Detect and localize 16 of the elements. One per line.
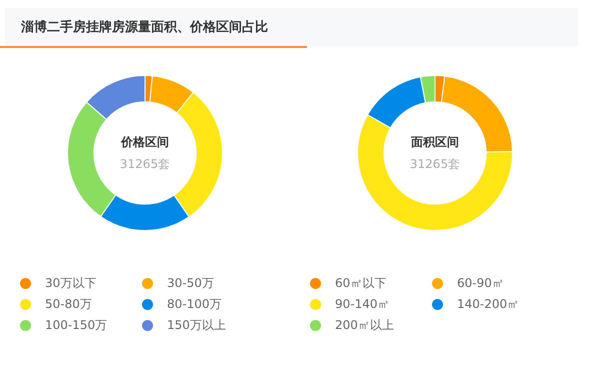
- legend-label: 50-80万: [45, 296, 92, 313]
- legend-label: 150万以上: [167, 317, 226, 334]
- legend-label: 140-200㎡: [457, 296, 520, 313]
- legend-label: 80-100万: [167, 296, 222, 313]
- legend-label: 60-90㎡: [457, 275, 504, 292]
- text: 面积区间: [410, 135, 459, 150]
- legend-label: 30-50万: [167, 275, 214, 292]
- legend-label: 200㎡以上: [335, 317, 394, 334]
- legend-label: 90-140㎡: [335, 296, 390, 313]
- text: 价格区间: [120, 135, 169, 150]
- text: 31265套: [120, 157, 170, 172]
- legend-label: 100-150万: [45, 317, 108, 334]
- chart-title: 淄博二手房挂牌房源量面积、价格区间占比: [21, 18, 268, 36]
- legend-label: 60㎡以下: [335, 275, 386, 292]
- text: 31265套: [410, 157, 460, 172]
- legend-label: 30万以下: [45, 275, 96, 292]
